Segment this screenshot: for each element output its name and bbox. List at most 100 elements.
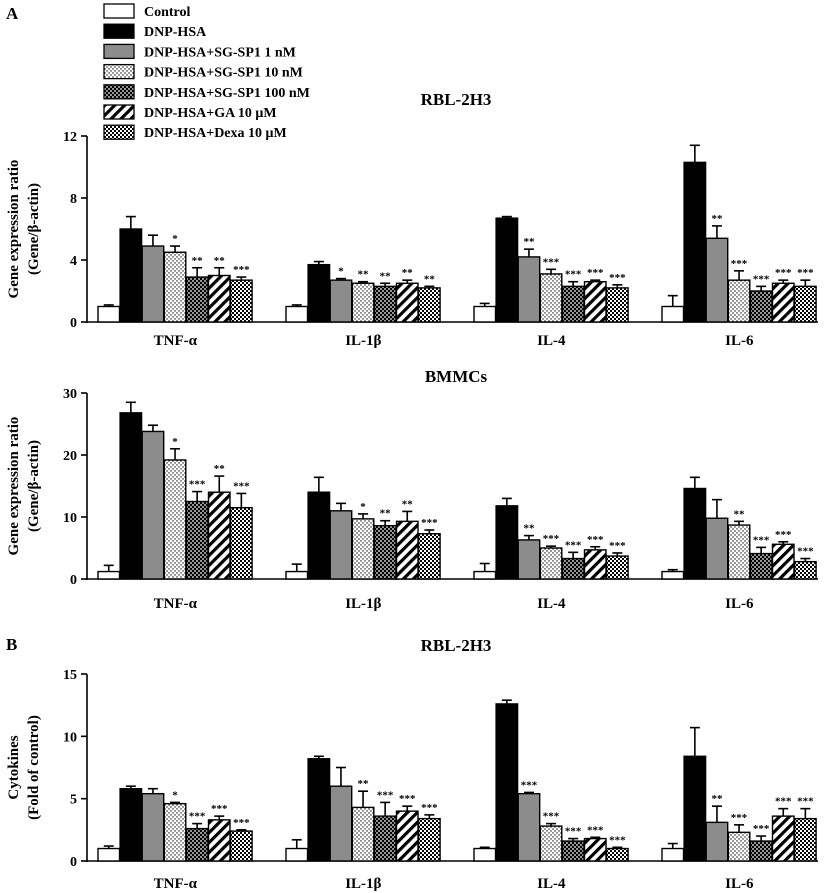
x-tick-label: TNF-α (154, 596, 198, 612)
legend-swatch (103, 3, 135, 19)
significance-label: *** (731, 258, 748, 270)
bar (141, 792, 165, 862)
significance-label: *** (587, 534, 604, 546)
legend-label: Control (144, 5, 191, 20)
significance-label: *** (609, 272, 626, 284)
significance-label: *** (753, 273, 770, 285)
bar (561, 285, 585, 323)
bar (307, 491, 331, 580)
significance-label: *** (565, 269, 582, 281)
chart-title: RBL-2H3 (421, 90, 492, 109)
significance-label: *** (797, 796, 814, 808)
x-tick-label: IL-4 (537, 876, 566, 892)
bar (517, 792, 541, 862)
bar (119, 228, 143, 323)
significance-label: *** (587, 267, 604, 279)
y-axis-label-units: (Gene/β-actin) (26, 440, 42, 532)
bar (329, 785, 353, 862)
legend-label: DNP-HSA (144, 25, 207, 40)
bar (285, 570, 309, 580)
significance-label: * (172, 233, 178, 245)
bar (417, 817, 441, 862)
bar (705, 237, 729, 323)
significance-label: *** (421, 802, 438, 814)
significance-label: ** (424, 273, 436, 285)
significance-label: *** (211, 803, 228, 815)
significance-label: ** (734, 508, 746, 520)
bar (771, 815, 795, 862)
significance-label: ** (380, 508, 392, 520)
legend-swatch (103, 23, 135, 39)
x-tick-label: IL-4 (537, 596, 566, 612)
significance-label: ** (380, 270, 392, 282)
bar (683, 755, 707, 862)
legend-label: DNP-HSA+Dexa 10 μM (144, 126, 287, 141)
bar (705, 821, 729, 862)
significance-label: *** (233, 817, 250, 829)
x-tick-label: IL-4 (537, 333, 566, 349)
bar (583, 549, 607, 580)
significance-label: *** (797, 267, 814, 279)
bar (395, 520, 419, 580)
bar (395, 282, 419, 323)
y-tick-label: 30 (63, 387, 77, 402)
y-tick-label: 20 (63, 449, 77, 464)
bar (163, 802, 187, 862)
significance-label: * (360, 501, 366, 513)
bar (749, 840, 773, 862)
bar (185, 500, 209, 580)
significance-label: *** (775, 796, 792, 808)
significance-label: *** (609, 834, 626, 846)
bar (661, 847, 685, 862)
bar (163, 251, 187, 323)
bar (373, 815, 397, 862)
significance-label: *** (565, 826, 582, 838)
significance-label: *** (543, 256, 560, 268)
significance-label: * (172, 789, 178, 801)
y-tick-label: 0 (70, 316, 77, 331)
y-axis-label-units: (Fold of control) (26, 715, 42, 820)
bar (605, 555, 629, 580)
bar (793, 560, 817, 580)
bar (417, 287, 441, 323)
y-tick-label: 0 (70, 573, 77, 588)
bar (329, 510, 353, 580)
significance-label: *** (609, 540, 626, 552)
y-axis-label-units: (Gene/β-actin) (26, 183, 42, 275)
chart-title: RBL-2H3 (421, 636, 492, 655)
bar (683, 487, 707, 580)
significance-label: *** (797, 546, 814, 558)
significance-label: * (338, 266, 344, 278)
bar (793, 285, 817, 323)
bar (683, 161, 707, 323)
bar (495, 505, 519, 580)
bar (417, 533, 441, 580)
chart-title: BMMCs (425, 367, 488, 386)
x-tick-label: IL-6 (725, 333, 754, 349)
chart-rbl-cytokines: RBL-2H3 Cytokines (Fold of control) 0 5 10 15 *… (6, 636, 818, 892)
bar (163, 459, 187, 580)
y-tick-label: 15 (63, 668, 77, 683)
significance-label: ** (214, 255, 226, 267)
significance-label: *** (587, 824, 604, 836)
significance-label: *** (775, 529, 792, 541)
significance-label: *** (775, 267, 792, 279)
y-tick-label: 10 (63, 511, 77, 526)
legend-swatch (103, 84, 135, 100)
y-axis-label: Gene expression ratio (6, 417, 22, 556)
bar (307, 263, 331, 323)
bar (661, 570, 685, 580)
significance-label: *** (543, 811, 560, 823)
bar (771, 282, 795, 323)
legend-swatch (103, 104, 135, 120)
bar (285, 847, 309, 862)
bar (373, 524, 397, 580)
y-axis-label: Cytokines (6, 735, 22, 799)
bar (539, 273, 563, 323)
significance-label: ** (192, 255, 204, 267)
bar (351, 806, 375, 862)
bar (793, 817, 817, 862)
bar (495, 217, 519, 323)
significance-label: *** (753, 534, 770, 546)
